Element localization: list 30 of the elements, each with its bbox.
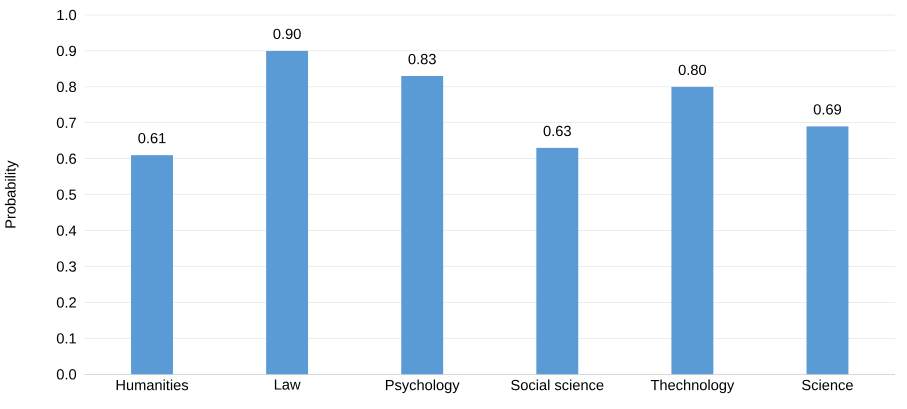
x-tick-label: Law xyxy=(274,379,301,390)
y-tick-label: 0.2 xyxy=(56,297,76,308)
y-axis-title: Probability xyxy=(4,160,19,228)
x-tick-label: Science xyxy=(802,379,853,390)
bar xyxy=(401,76,444,374)
data-label: 0.63 xyxy=(544,126,571,136)
bar xyxy=(266,50,308,374)
x-tick-label: Thechnology xyxy=(650,379,734,393)
y-tick-label: 0.9 xyxy=(56,46,76,56)
y-tick-label: 0.1 xyxy=(56,333,76,344)
y-tick-label: 0.8 xyxy=(56,82,76,92)
bar xyxy=(806,126,848,374)
x-tick-label: Humanities xyxy=(116,379,188,390)
x-tick-label: Psychology xyxy=(386,379,460,393)
y-tick-label: 0.7 xyxy=(56,117,76,128)
x-tick-label: Social science xyxy=(511,379,604,390)
bar xyxy=(671,86,714,374)
data-label: 0.69 xyxy=(814,104,842,114)
data-label: 0.83 xyxy=(408,54,436,64)
data-label: 0.61 xyxy=(138,132,166,144)
y-tick-label: 0.5 xyxy=(56,189,76,200)
y-tick-label: 0.0 xyxy=(56,369,76,380)
bar xyxy=(536,148,578,374)
y-tick-label: 0.6 xyxy=(56,153,76,164)
bar xyxy=(131,154,173,374)
data-label: 0.90 xyxy=(273,28,301,39)
data-label: 0.80 xyxy=(678,64,706,75)
y-tick-label: 0.4 xyxy=(56,225,76,236)
y-tick-label: 1.0 xyxy=(57,10,76,20)
y-tick-label: 0.3 xyxy=(56,261,76,272)
